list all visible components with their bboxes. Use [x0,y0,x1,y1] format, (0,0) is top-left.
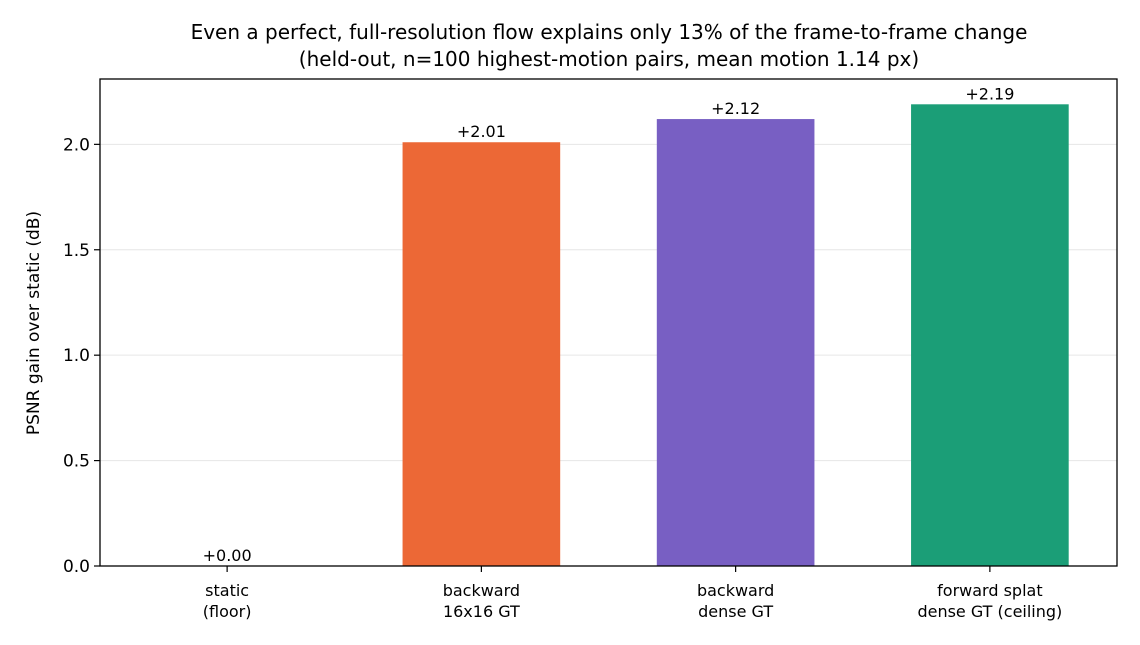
x-tick-label: dense GT (ceiling) [917,602,1062,621]
bar-value-labels: +0.00 +2.01 +2.12 +2.19 [203,84,1015,565]
bars [402,104,1069,566]
y-axis-ticks: 0.0 0.5 1.0 1.5 2.0 [63,135,100,577]
x-tick-label: (floor) [203,602,252,621]
x-tick-label: backward [443,581,520,600]
bar-value-label: +2.01 [457,122,506,141]
x-tick-label: dense GT [698,602,773,621]
y-tick-label: 0.5 [63,452,90,472]
bar-value-label: +0.00 [203,546,252,565]
bar [911,104,1069,566]
y-tick-label: 0.0 [63,557,90,577]
chart-title-line-1: Even a perfect, full-resolution flow exp… [191,20,1028,44]
chart-title-line-2: (held-out, n=100 highest-motion pairs, m… [299,47,919,71]
bar [656,119,815,566]
x-axis-ticks: static (floor) backward 16x16 GT backward den… [203,566,1062,621]
y-tick-label: 1.5 [63,241,90,261]
plot-area-frame [99,78,1118,567]
x-tick-label: static [205,581,249,600]
bar-value-label: +2.12 [711,99,760,118]
y-tick-label: 2.0 [63,135,90,155]
x-tick-label: forward splat [937,581,1042,600]
bar-value-label: +2.19 [965,84,1014,103]
bar [402,142,561,566]
x-tick-label: 16x16 GT [443,602,520,621]
y-axis-label: PSNR gain over static (dB) [24,211,44,435]
y-tick-label: 1.0 [63,346,90,366]
x-tick-label: backward [697,581,774,600]
